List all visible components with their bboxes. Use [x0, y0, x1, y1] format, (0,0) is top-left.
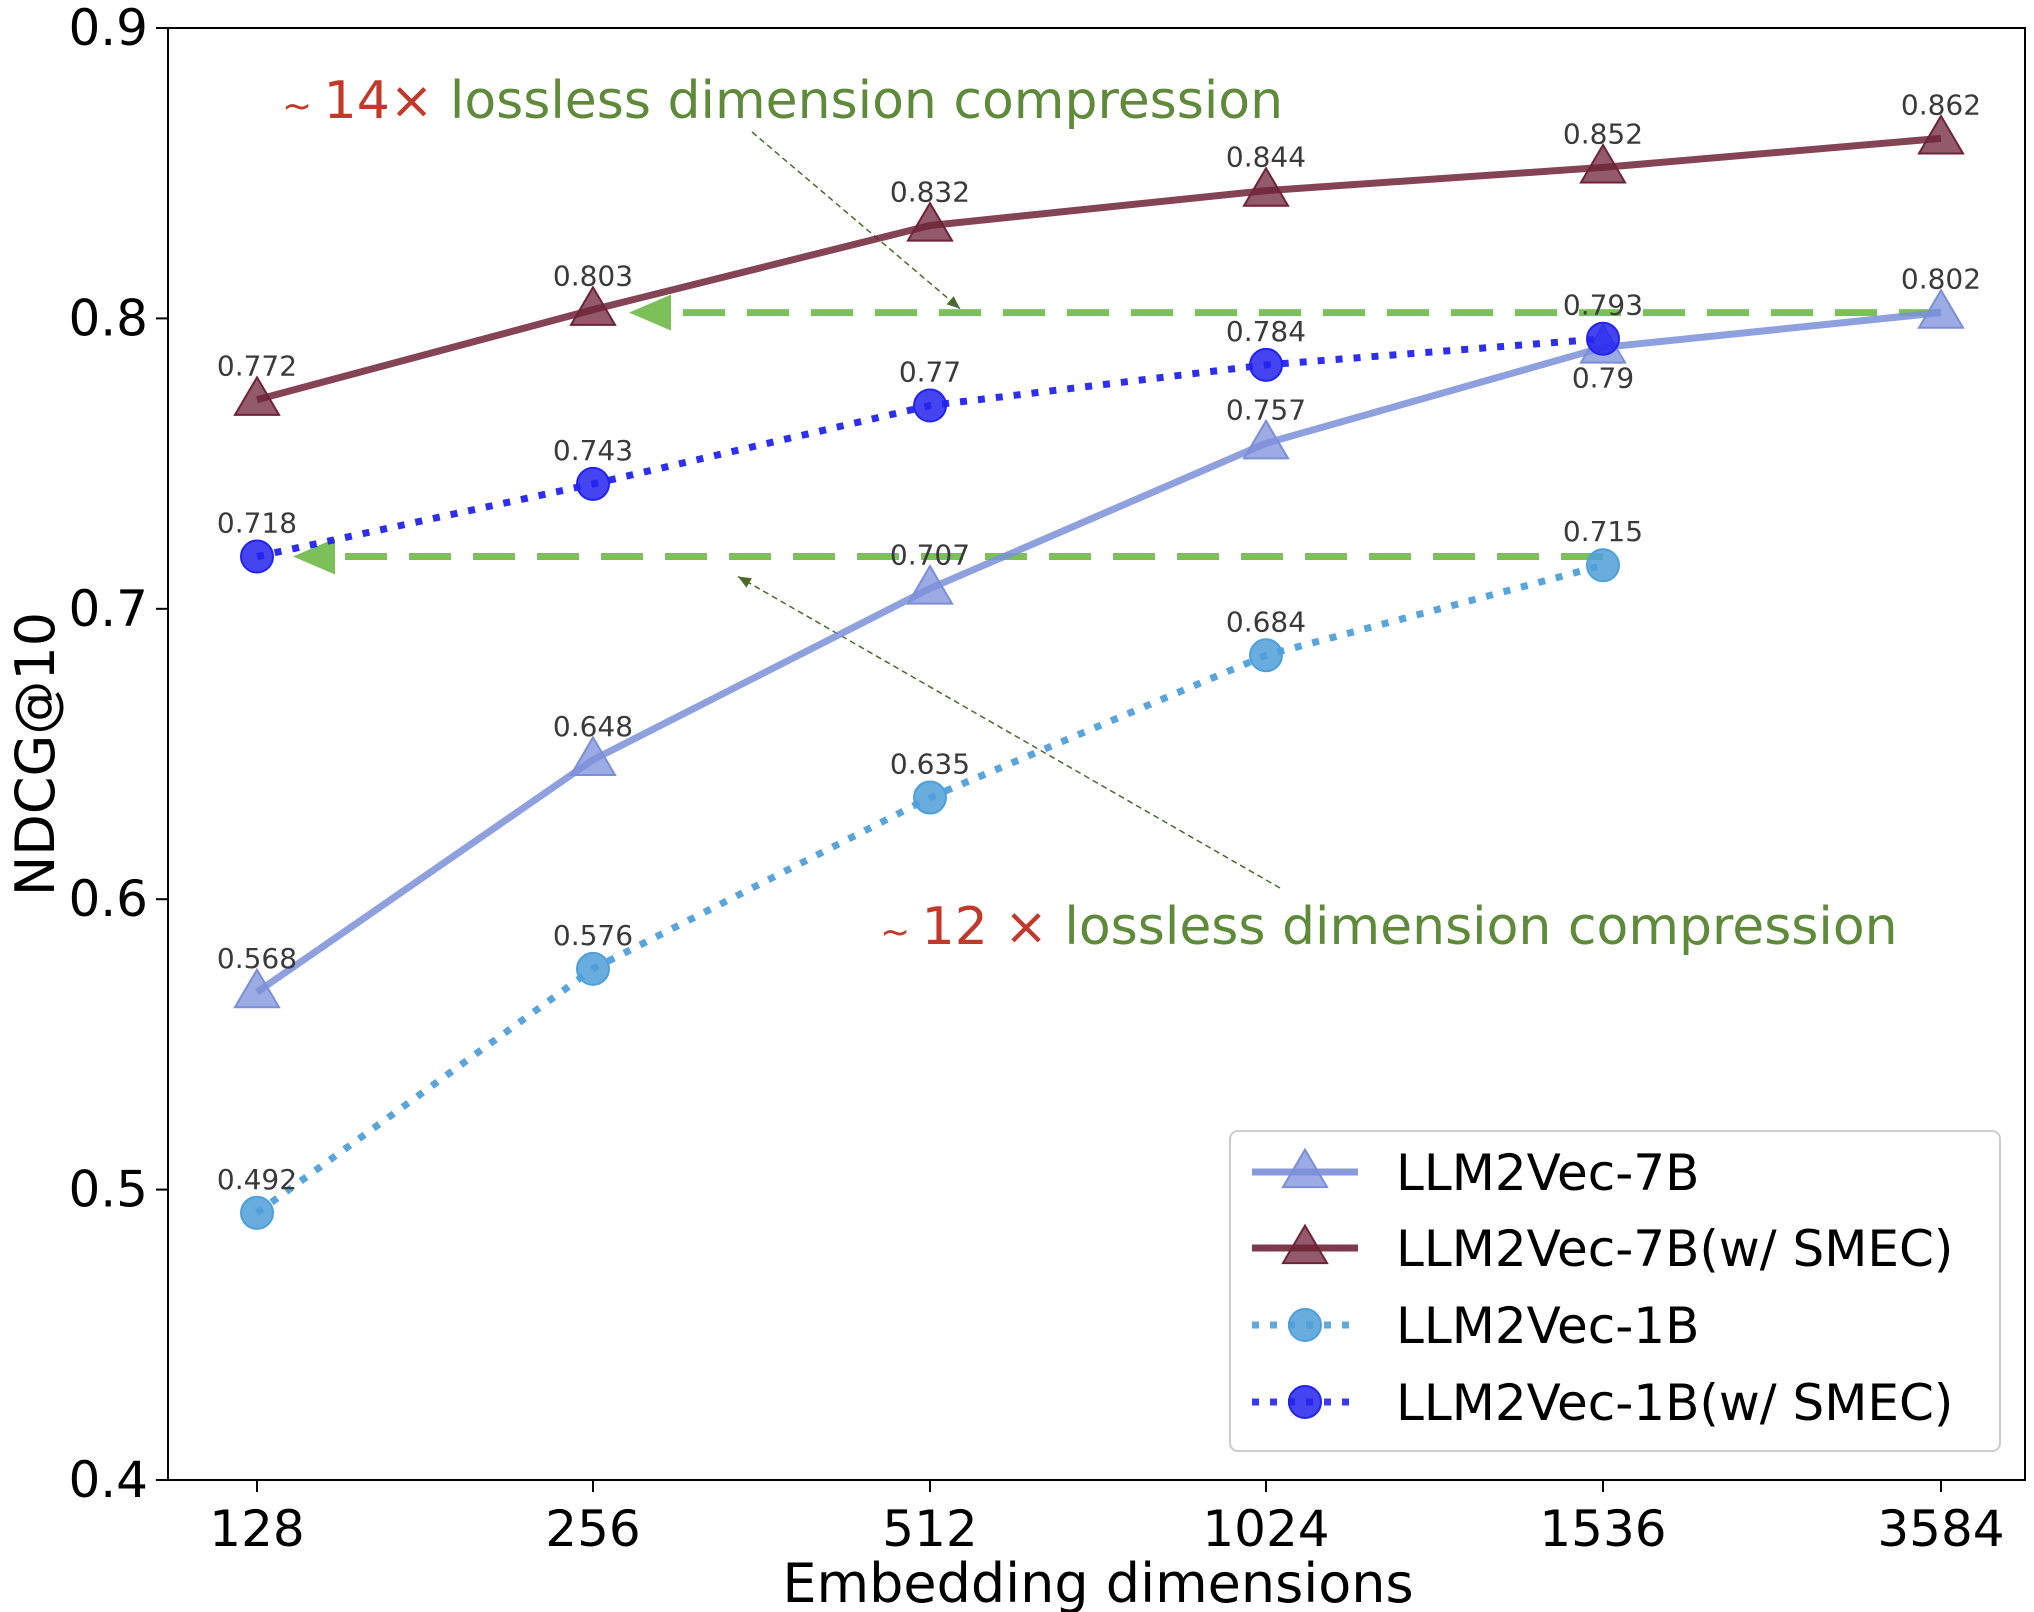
legend-label-0: LLM2Vec-7B [1396, 1144, 1699, 1202]
y-tick-label-0: 0.4 [68, 1451, 148, 1509]
series-2-label-1: 0.576 [553, 919, 633, 952]
series-0-label-5: 0.802 [1901, 263, 1981, 296]
axes: 0.4 0.5 0.6 0.7 0.8 0.9 128 256 512 1024 1536 3584 [68, 0, 2004, 1558]
series-2-label-2: 0.635 [890, 748, 970, 781]
series-3-point-3 [1249, 347, 1283, 382]
series-2-label-0: 0.492 [217, 1163, 297, 1196]
annotation-14x-factor: 14× [324, 71, 434, 131]
series-0-point-5 [1917, 288, 1965, 329]
series-3-point-1 [576, 466, 610, 501]
annotation-12x-prefix: ~ [880, 912, 922, 953]
annotation-pointer-line-0 [751, 131, 961, 310]
series-3-label-1: 0.743 [553, 434, 633, 467]
annotation-14x: ~ 14× lossless dimension compression [282, 71, 1283, 131]
annotation-pointer-head-0 [946, 296, 960, 309]
y-tick-label-5: 0.9 [68, 0, 148, 57]
annotation-14x-text: lossless dimension compression [433, 71, 1283, 131]
y-tick-label-3: 0.7 [68, 580, 148, 638]
legend-marker-2 [1288, 1308, 1322, 1342]
series-3-label-2: 0.77 [899, 356, 961, 389]
x-tick-label-2: 512 [882, 1500, 977, 1558]
series-0-label-4: 0.79 [1572, 361, 1634, 394]
series-2-label-4: 0.715 [1563, 515, 1643, 548]
series-1-point-5 [1917, 113, 1965, 155]
series-3-point-2 [913, 388, 947, 423]
series-1-point-4 [1579, 143, 1627, 184]
legend-marker-0 [1281, 1147, 1329, 1189]
x-tick-label-4: 1536 [1539, 1500, 1666, 1558]
legend-marker-1 [1281, 1223, 1329, 1265]
series-0-label-0: 0.568 [217, 942, 297, 975]
series-0-point-2 [906, 564, 954, 605]
legend-marker-3 [1288, 1385, 1322, 1419]
series-1-point-2 [906, 201, 954, 242]
x-tick-label-5: 3584 [1877, 1500, 2004, 1558]
legend-box [1229, 1130, 2001, 1452]
series-0-point-3 [1242, 418, 1290, 460]
series-3-label-3: 0.784 [1226, 315, 1306, 348]
series-0-label-1: 0.648 [553, 710, 633, 743]
legend: LLM2Vec-7B LLM2Vec-7B(w/ SMEC) LLM2Vec-1B L… [1229, 1130, 2001, 1452]
y-tick-label-1: 0.5 [68, 1161, 148, 1219]
legend-label-1: LLM2Vec-7B(w/ SMEC) [1396, 1220, 1953, 1278]
legend-label-2: LLM2Vec-1B [1396, 1297, 1699, 1355]
plot-area: 0.568 0.648 0.707 0.757 0.79 0.802 0.492 0.576 0… [217, 88, 1981, 1230]
reference-arrowhead-0 [629, 294, 671, 331]
series-2-point-3 [1249, 638, 1283, 673]
series-2-point-0 [240, 1195, 274, 1230]
series-1-label-3: 0.844 [1226, 141, 1306, 174]
series-1-label-1: 0.803 [553, 260, 633, 293]
x-tick-label-1: 256 [545, 1500, 640, 1558]
x-axis-title: Embedding dimensions [782, 1552, 1413, 1612]
series-1-point-1 [569, 285, 617, 326]
series-line-0 [255, 309, 1942, 996]
series-line-1 [256, 134, 1942, 404]
annotation-12x: ~ 12 × lossless dimension compression [880, 897, 1898, 957]
y-axis-title: NDCG@10 [4, 612, 67, 896]
legend-label-3: LLM2Vec-1B(w/ SMEC) [1396, 1374, 1953, 1432]
series-1-point-3 [1242, 166, 1290, 207]
series-1-label-2: 0.832 [890, 175, 970, 208]
series-2-label-3: 0.684 [1226, 605, 1306, 638]
plot-frame [167, 27, 2026, 1481]
series-3-point-4 [1586, 321, 1620, 356]
series-2-point-2 [913, 780, 947, 815]
reference-arrowhead-1 [293, 538, 335, 575]
series-1-point-0 [233, 375, 281, 416]
series-0-label-2: 0.707 [890, 538, 970, 571]
annotation-pointer-line-1 [737, 575, 1281, 889]
annotation-14x-prefix: ~ [282, 86, 324, 127]
series-0-point-1 [569, 735, 617, 776]
series-1-label-5: 0.862 [1901, 88, 1981, 121]
series-0-label-3: 0.757 [1226, 393, 1306, 426]
x-tick-label-3: 1024 [1202, 1500, 1329, 1558]
series-0-point-0 [233, 967, 281, 1009]
annotation-12x-factor: 12 × [922, 897, 1048, 957]
annotation-12x-text: lossless dimension compression [1048, 897, 1898, 957]
series-2-point-1 [576, 951, 610, 986]
annotation-pointer-head-1 [738, 576, 752, 588]
series-1-label-0: 0.772 [217, 350, 297, 383]
series-3-label-0: 0.718 [217, 507, 297, 540]
series-3-label-4: 0.793 [1563, 289, 1643, 322]
series-2-point-4 [1586, 548, 1620, 583]
y-tick-label-2: 0.6 [68, 870, 148, 928]
series-1-label-4: 0.852 [1563, 117, 1643, 150]
series-3-point-0 [240, 539, 274, 574]
y-tick-label-4: 0.8 [68, 289, 148, 347]
x-tick-label-0: 128 [209, 1500, 304, 1558]
